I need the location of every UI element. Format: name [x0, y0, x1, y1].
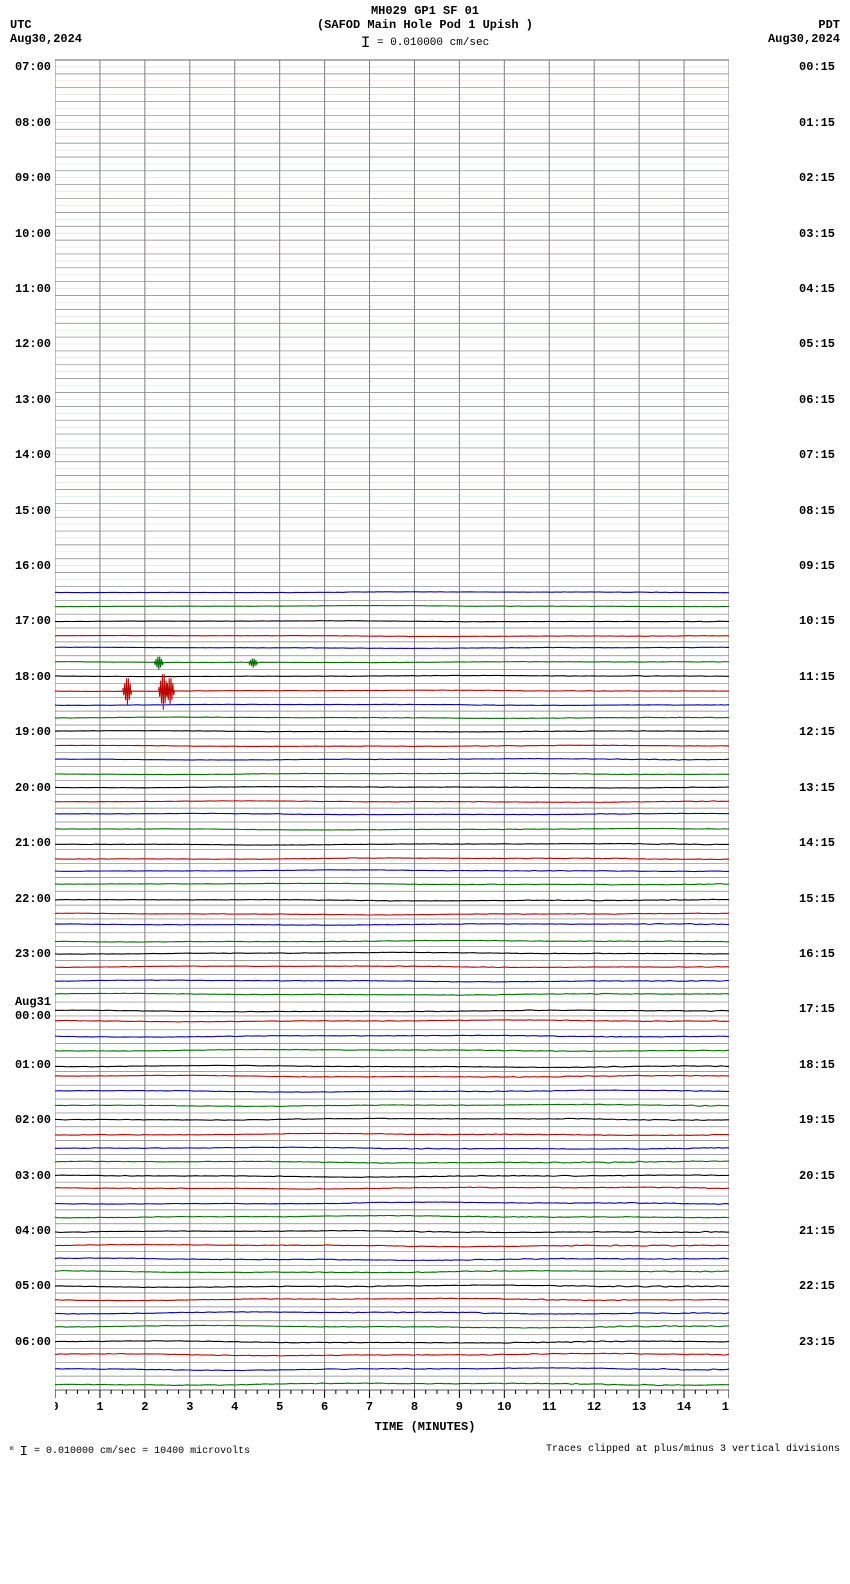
svg-text:2: 2 [141, 1400, 148, 1414]
utc-hour-label: 09:00 [15, 171, 51, 185]
pdt-hour-label: 21:15 [799, 1224, 835, 1238]
pdt-hour-label: 08:15 [799, 504, 835, 518]
scale-label: I = 0.010000 cm/sec [110, 34, 740, 52]
utc-hour-label: 10:00 [15, 227, 51, 241]
footer-right: Traces clipped at plus/minus 3 vertical … [546, 1444, 840, 1460]
utc-hour-label: 18:00 [15, 670, 51, 684]
footer-left: m I = 0.010000 cm/sec = 10400 microvolts [10, 1444, 250, 1460]
pdt-hour-label: 19:15 [799, 1113, 835, 1127]
svg-text:9: 9 [456, 1400, 463, 1414]
date-right: Aug30,2024 [740, 32, 840, 46]
utc-hour-label: 17:00 [15, 614, 51, 628]
utc-hour-label: 11:00 [15, 282, 51, 296]
svg-text:12: 12 [587, 1400, 601, 1414]
svg-text:1: 1 [96, 1400, 103, 1414]
xaxis-label: TIME (MINUTES) [0, 1420, 850, 1434]
utc-hour-label: 05:00 [15, 1279, 51, 1293]
svg-text:15: 15 [722, 1400, 729, 1414]
tz-left: UTC [10, 18, 110, 32]
pdt-hour-label: 22:15 [799, 1279, 835, 1293]
pdt-hour-label: 09:15 [799, 559, 835, 573]
helicorder-svg: 0123456789101112131415 [55, 58, 729, 1418]
utc-hour-label: 19:00 [15, 725, 51, 739]
utc-hour-label: 06:00 [15, 1335, 51, 1349]
pdt-hour-label: 13:15 [799, 781, 835, 795]
svg-text:6: 6 [321, 1400, 328, 1414]
helicorder-plot: 012345678910111213141507:0008:0009:0010:… [55, 58, 795, 1418]
utc-hour-label: 08:00 [15, 116, 51, 130]
svg-text:11: 11 [542, 1400, 556, 1414]
utc-hour-label: 01:00 [15, 1058, 51, 1072]
utc-hour-label: Aug31 00:00 [15, 995, 51, 1023]
pdt-hour-label: 12:15 [799, 725, 835, 739]
svg-text:8: 8 [411, 1400, 418, 1414]
utc-hour-label: 16:00 [15, 559, 51, 573]
pdt-hour-label: 04:15 [799, 282, 835, 296]
svg-text:5: 5 [276, 1400, 283, 1414]
utc-hour-label: 12:00 [15, 337, 51, 351]
pdt-hour-label: 17:15 [799, 1002, 835, 1016]
pdt-hour-label: 15:15 [799, 892, 835, 906]
pdt-hour-label: 23:15 [799, 1335, 835, 1349]
svg-text:13: 13 [632, 1400, 646, 1414]
tz-right: PDT [740, 18, 840, 32]
pdt-hour-label: 07:15 [799, 448, 835, 462]
utc-hour-label: 02:00 [15, 1113, 51, 1127]
svg-text:10: 10 [497, 1400, 511, 1414]
utc-hour-label: 07:00 [15, 60, 51, 74]
svg-text:4: 4 [231, 1400, 238, 1414]
pdt-hour-label: 10:15 [799, 614, 835, 628]
pdt-hour-label: 06:15 [799, 393, 835, 407]
pdt-hour-label: 16:15 [799, 947, 835, 961]
pdt-hour-label: 03:15 [799, 227, 835, 241]
utc-hour-label: 03:00 [15, 1169, 51, 1183]
pdt-hour-label: 11:15 [799, 670, 835, 684]
pdt-hour-label: 01:15 [799, 116, 835, 130]
utc-hour-label: 21:00 [15, 836, 51, 850]
utc-hour-label: 15:00 [15, 504, 51, 518]
pdt-hour-label: 14:15 [799, 836, 835, 850]
pdt-hour-label: 18:15 [799, 1058, 835, 1072]
utc-hour-label: 04:00 [15, 1224, 51, 1238]
utc-hour-label: 22:00 [15, 892, 51, 906]
svg-text:7: 7 [366, 1400, 373, 1414]
svg-text:3: 3 [186, 1400, 193, 1414]
location-title: (SAFOD Main Hole Pod 1 Upish ) [110, 18, 740, 32]
svg-text:14: 14 [677, 1400, 691, 1414]
pdt-hour-label: 02:15 [799, 171, 835, 185]
pdt-hour-label: 00:15 [799, 60, 835, 74]
utc-hour-label: 20:00 [15, 781, 51, 795]
utc-hour-label: 14:00 [15, 448, 51, 462]
utc-hour-label: 23:00 [15, 947, 51, 961]
pdt-hour-label: 05:15 [799, 337, 835, 351]
station-title: MH029 GP1 SF 01 [0, 4, 850, 18]
pdt-hour-label: 20:15 [799, 1169, 835, 1183]
svg-text:0: 0 [55, 1400, 59, 1414]
utc-hour-label: 13:00 [15, 393, 51, 407]
date-left: Aug30,2024 [10, 32, 110, 46]
